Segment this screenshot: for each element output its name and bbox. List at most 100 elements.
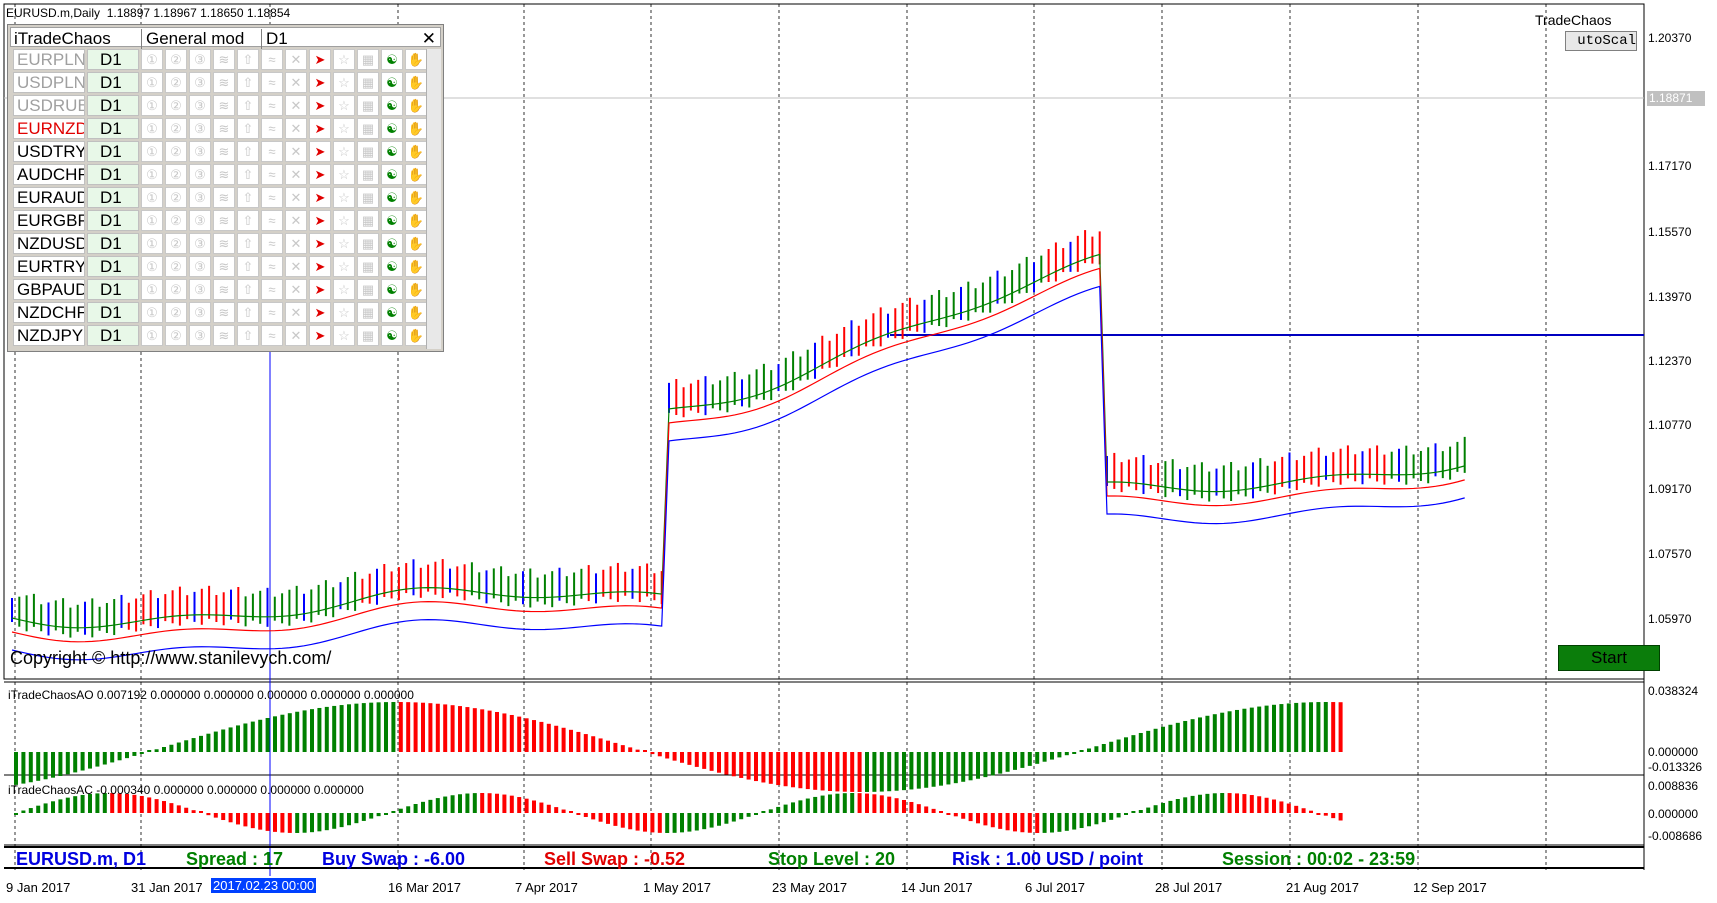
signal-cell-icon[interactable]: ≈ <box>261 233 283 254</box>
signal-cell-icon[interactable]: ≋ <box>213 233 235 254</box>
signal-cell-icon[interactable]: ⇧ <box>237 164 259 185</box>
signal-cell-icon[interactable]: ☯ <box>381 302 403 323</box>
pair-row[interactable]: USDPLN D1 ① ② ③ ≋ ⇧ ≈ ✕ ➤ ☆ ▦ ☯ ✋ <box>11 72 429 95</box>
pair-name[interactable]: NZDCHF <box>13 302 85 323</box>
signal-cell-icon[interactable]: ≋ <box>213 118 235 139</box>
pair-row[interactable]: NZDUSD D1 ① ② ③ ≋ ⇧ ≈ ✕ ➤ ☆ ▦ ☯ ✋ <box>11 233 429 256</box>
signal-cell-icon[interactable]: ☯ <box>381 256 403 277</box>
pair-name[interactable]: GBPAUD <box>13 279 85 300</box>
signal-cell-icon[interactable]: ☆ <box>333 325 355 346</box>
signal-cell-icon[interactable]: ▦ <box>357 233 379 254</box>
signal-cell-icon[interactable]: ✕ <box>285 72 307 93</box>
signal-cell-icon[interactable]: ② <box>165 72 187 93</box>
signal-cell-icon[interactable]: ≈ <box>261 72 283 93</box>
pair-row[interactable]: GBPAUD D1 ① ② ③ ≋ ⇧ ≈ ✕ ➤ ☆ ▦ ☯ ✋ <box>11 279 429 302</box>
panel-scrollbar[interactable] <box>426 49 441 349</box>
signal-cell-icon[interactable]: ≋ <box>213 210 235 231</box>
signal-cell-icon[interactable]: ✋ <box>405 141 427 162</box>
signal-cell-icon[interactable]: ▦ <box>357 72 379 93</box>
pair-timeframe[interactable]: D1 <box>87 325 139 346</box>
signal-cell-icon[interactable]: ① <box>141 325 163 346</box>
autoscale-button[interactable]: utoScal <box>1565 31 1637 51</box>
pair-row[interactable]: EURAUD D1 ① ② ③ ≋ ⇧ ≈ ✕ ➤ ☆ ▦ ☯ ✋ <box>11 187 429 210</box>
signal-cell-icon[interactable]: ☯ <box>381 233 403 254</box>
pair-timeframe[interactable]: D1 <box>87 279 139 300</box>
pair-row[interactable]: NZDCHF D1 ① ② ③ ≋ ⇧ ≈ ✕ ➤ ☆ ▦ ☯ ✋ <box>11 302 429 325</box>
signal-cell-icon[interactable]: ➤ <box>309 256 331 277</box>
signal-cell-icon[interactable]: ② <box>165 95 187 116</box>
signal-cell-icon[interactable]: ≋ <box>213 164 235 185</box>
pair-name[interactable]: AUDCHF <box>13 164 85 185</box>
signal-cell-icon[interactable]: ✕ <box>285 233 307 254</box>
pair-timeframe[interactable]: D1 <box>87 302 139 323</box>
signal-cell-icon[interactable]: ▦ <box>357 187 379 208</box>
signal-cell-icon[interactable]: ① <box>141 187 163 208</box>
signal-cell-icon[interactable]: ➤ <box>309 279 331 300</box>
signal-cell-icon[interactable]: ⇧ <box>237 72 259 93</box>
signal-cell-icon[interactable]: ① <box>141 302 163 323</box>
signal-cell-icon[interactable]: ☆ <box>333 72 355 93</box>
signal-cell-icon[interactable]: ☯ <box>381 164 403 185</box>
signal-cell-icon[interactable]: ① <box>141 141 163 162</box>
signal-cell-icon[interactable]: ≋ <box>213 141 235 162</box>
pair-timeframe[interactable]: D1 <box>87 233 139 254</box>
signal-cell-icon[interactable]: ➤ <box>309 325 331 346</box>
signal-cell-icon[interactable]: ☯ <box>381 325 403 346</box>
signal-cell-icon[interactable]: ③ <box>189 302 211 323</box>
signal-cell-icon[interactable]: ≈ <box>261 141 283 162</box>
signal-cell-icon[interactable]: ▦ <box>357 279 379 300</box>
signal-cell-icon[interactable]: ☆ <box>333 279 355 300</box>
signal-cell-icon[interactable]: ☯ <box>381 118 403 139</box>
signal-cell-icon[interactable]: ☯ <box>381 279 403 300</box>
signal-cell-icon[interactable]: ③ <box>189 72 211 93</box>
signal-cell-icon[interactable]: ≋ <box>213 256 235 277</box>
signal-cell-icon[interactable]: ③ <box>189 325 211 346</box>
signal-cell-icon[interactable]: ② <box>165 256 187 277</box>
signal-cell-icon[interactable]: ▦ <box>357 256 379 277</box>
pair-timeframe[interactable]: D1 <box>87 256 139 277</box>
signal-cell-icon[interactable]: ☯ <box>381 141 403 162</box>
pair-name[interactable]: EURNZD <box>13 118 85 139</box>
signal-cell-icon[interactable]: ① <box>141 279 163 300</box>
signal-cell-icon[interactable]: ≋ <box>213 72 235 93</box>
signal-cell-icon[interactable]: ② <box>165 118 187 139</box>
signal-cell-icon[interactable]: ② <box>165 49 187 70</box>
signal-cell-icon[interactable]: ≋ <box>213 95 235 116</box>
signal-cell-icon[interactable]: ✋ <box>405 256 427 277</box>
pair-timeframe[interactable]: D1 <box>87 95 139 116</box>
signal-cell-icon[interactable]: ➤ <box>309 164 331 185</box>
signal-cell-icon[interactable]: ✕ <box>285 95 307 116</box>
signal-cell-icon[interactable]: ≋ <box>213 325 235 346</box>
signal-cell-icon[interactable]: ≋ <box>213 187 235 208</box>
signal-cell-icon[interactable]: ② <box>165 187 187 208</box>
signal-cell-icon[interactable]: ☯ <box>381 95 403 116</box>
close-icon[interactable]: ✕ <box>421 29 436 48</box>
signal-cell-icon[interactable]: ≈ <box>261 256 283 277</box>
pair-timeframe[interactable]: D1 <box>87 164 139 185</box>
signal-cell-icon[interactable]: ① <box>141 118 163 139</box>
signal-cell-icon[interactable]: ✋ <box>405 302 427 323</box>
timeframe-select[interactable]: D1 <box>261 29 376 49</box>
signal-cell-icon[interactable]: ③ <box>189 141 211 162</box>
signal-cell-icon[interactable]: ≈ <box>261 49 283 70</box>
signal-cell-icon[interactable]: ☆ <box>333 233 355 254</box>
signal-cell-icon[interactable]: ① <box>141 164 163 185</box>
signal-cell-icon[interactable]: ✕ <box>285 164 307 185</box>
signal-cell-icon[interactable]: ≈ <box>261 187 283 208</box>
signal-cell-icon[interactable]: ➤ <box>309 302 331 323</box>
signal-cell-icon[interactable]: ≈ <box>261 325 283 346</box>
signal-cell-icon[interactable]: ✋ <box>405 233 427 254</box>
signal-cell-icon[interactable]: ⇧ <box>237 279 259 300</box>
signal-cell-icon[interactable]: ✕ <box>285 141 307 162</box>
signal-cell-icon[interactable]: ☆ <box>333 164 355 185</box>
signal-cell-icon[interactable]: ☆ <box>333 141 355 162</box>
signal-cell-icon[interactable]: ⇧ <box>237 187 259 208</box>
signal-cell-icon[interactable]: ① <box>141 95 163 116</box>
signal-cell-icon[interactable]: ✋ <box>405 325 427 346</box>
signal-cell-icon[interactable]: ② <box>165 164 187 185</box>
signal-cell-icon[interactable]: ✋ <box>405 72 427 93</box>
pair-name[interactable]: EURTRY <box>13 256 85 277</box>
signal-cell-icon[interactable]: ✕ <box>285 279 307 300</box>
signal-cell-icon[interactable]: ≈ <box>261 118 283 139</box>
